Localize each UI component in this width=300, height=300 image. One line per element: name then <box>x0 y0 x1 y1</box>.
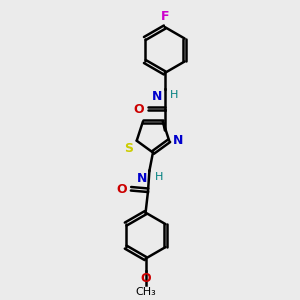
Text: H: H <box>170 90 178 100</box>
Text: N: N <box>173 134 183 147</box>
Text: S: S <box>124 142 133 155</box>
Text: F: F <box>160 11 169 23</box>
Text: N: N <box>152 90 163 104</box>
Text: N: N <box>137 172 147 185</box>
Text: CH₃: CH₃ <box>135 286 156 297</box>
Text: O: O <box>117 183 127 196</box>
Text: O: O <box>140 272 151 285</box>
Text: H: H <box>155 172 164 182</box>
Text: O: O <box>134 103 144 116</box>
